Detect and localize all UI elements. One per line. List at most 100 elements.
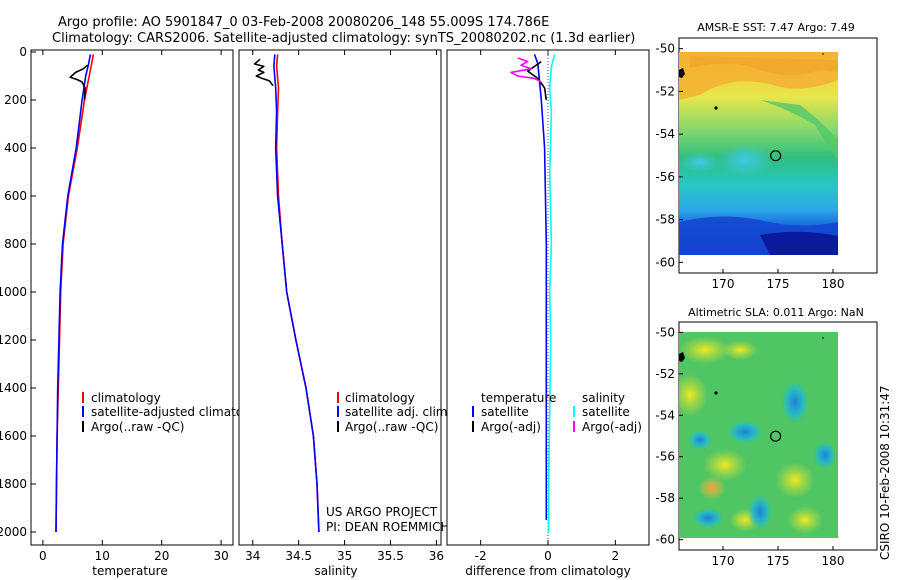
y-tick-label: 2000 [0,525,27,539]
island-dot [822,337,824,339]
sla-field [679,332,838,538]
lat-tick-label: -60 [655,533,675,547]
difference-x-axis: -2 0 2 [475,50,619,563]
lat-tick-label: -60 [655,255,675,269]
legend-label-sal-satellite: satellite [582,405,630,419]
legend-label-sal-argo: Argo(-adj) [582,420,642,434]
sla-negative-anomaly [727,420,763,444]
sst-map-ticks: 170 175 180 -50 -52 -54 -56 -58 -60 [655,42,844,291]
series-line-salinity-argo-adj [510,57,542,83]
salinity-series [253,54,320,533]
x-tick-label: 36 [429,549,444,563]
legend-label-climatology: climatology [91,391,161,405]
series-line-salinity-satellite [547,54,556,532]
sla-strong-positive [698,476,726,500]
lat-tick-label: -58 [655,491,675,505]
figure-title-line1: Argo profile: AO 5901847_0 03-Feb-2008 2… [58,15,549,30]
legend-label-argo: Argo(..raw -QC) [345,420,438,434]
sla-negative-anomaly [692,508,724,528]
salinity-xlabel: salinity [314,564,357,578]
temperature-panel: 0 200 400 600 800 1000 1200 1400 1600 1800 2000 0 1… [0,45,269,578]
sla-positive-anomaly [703,449,747,481]
lat-tick-label: -56 [655,450,675,464]
sla-negative-anomaly [748,494,772,530]
y-tick-label: 1600 [0,429,27,443]
sla-positive-anomaly [787,506,823,534]
island-dot [714,106,718,110]
island-dot [714,391,718,395]
y-tick-label: 200 [4,93,27,107]
sla-map-panel: Altimetric SLA: 0.011 Argo: NaN 170 175 18… [655,306,878,568]
salinity-legend: climatology satellite adj. clim. Argo(..… [337,391,451,434]
temperature-series [55,54,95,533]
difference-panel: -2 0 2 difference from climatology tempera… [446,49,650,578]
difference-axes-box [446,49,650,546]
y-tick-label: 1400 [0,381,27,395]
series-line-satellite-adj-clim [273,54,320,533]
x-tick-label: 30 [213,549,228,563]
sla-map-ticks: 170 175 180 -50 -52 -54 -56 -58 -60 [655,325,844,568]
series-line-argo-raw-qc [69,64,88,101]
sla-map-title: Altimetric SLA: 0.011 Argo: NaN [688,306,864,319]
sla-positive-anomaly [679,336,731,364]
sst-cyan-spot [680,152,720,172]
argo-location-marker [770,430,782,442]
x-tick-label: 2 [612,549,620,563]
x-tick-label: 10 [95,549,110,563]
series-line-argo-raw-qc [253,58,274,87]
lat-tick-label: -50 [655,42,675,56]
salinity-axes-box [238,49,442,546]
lat-tick-label: -52 [655,84,675,98]
lon-tick-label: 175 [767,554,790,568]
sst-cold-core [760,231,838,255]
temperature-legend: climatology satellite-adjusted climatolo… [82,391,269,434]
legend-label-satellite: satellite adj. clim. [345,405,451,419]
lon-tick-label: 170 [712,554,735,568]
sla-negative-anomaly [813,441,837,469]
temperature-axes-box [30,49,234,546]
legend-label-satellite: satellite-adjusted climatology [91,405,269,419]
lon-tick-label: 180 [822,277,845,291]
temperature-xlabel: temperature [92,564,167,578]
project-annotation: US ARGO PROJECT [326,505,438,519]
legend-title-salinity: salinity [582,391,625,405]
lon-tick-label: 170 [712,277,735,291]
sla-negative-anomaly [781,380,809,424]
y-tick-label: 0 [19,45,27,59]
lat-tick-label: -58 [655,213,675,227]
lon-tick-label: 175 [767,277,790,291]
series-line-temperature-satellite [533,54,548,520]
y-tick-label: 1000 [0,285,27,299]
sla-positive-anomaly [679,373,708,417]
y-tick-label: 1800 [0,477,27,491]
salinity-panel: 34 34.5 35 35.5 36 salinity climatology sate… [238,49,451,578]
sla-positive-anomaly [722,340,758,360]
sst-map-title: AMSR-E SST: 7.47 Argo: 7.49 [697,21,855,34]
lat-tick-label: -52 [655,367,675,381]
argo-marker-circle [770,430,782,442]
lat-tick-label: -54 [655,127,675,141]
x-tick-label: 35.5 [377,549,404,563]
argo-marker-circle [770,150,782,162]
pi-annotation: PI: DEAN ROEMMICH [326,520,449,534]
difference-series [510,54,556,532]
lat-tick-label: -56 [655,170,675,184]
temperature-x-axis: 0 10 20 30 [39,50,229,563]
x-tick-label: 34.5 [285,549,312,563]
difference-xlabel: difference from climatology [465,564,631,578]
island-dot [822,53,824,55]
difference-legend: temperature satellite Argo(-adj) salinit… [472,391,642,434]
salinity-x-axis: 34 34.5 35 35.5 36 [245,50,444,563]
x-tick-label: 0 [39,549,47,563]
timestamp-label: CSIRO 10-Feb-2008 10:31:47 [878,385,892,560]
x-tick-label: -2 [475,549,487,563]
x-tick-label: 34 [245,549,260,563]
argo-location-marker [770,150,782,162]
legend-label-argo: Argo(..raw -QC) [91,420,184,434]
legend-label-temp-satellite: satellite [481,405,529,419]
sst-green-tongue [760,100,838,160]
series-line-satellite-adjusted-climatology [55,54,92,533]
x-tick-label: 0 [544,549,552,563]
sla-negative-anomaly [688,430,712,450]
